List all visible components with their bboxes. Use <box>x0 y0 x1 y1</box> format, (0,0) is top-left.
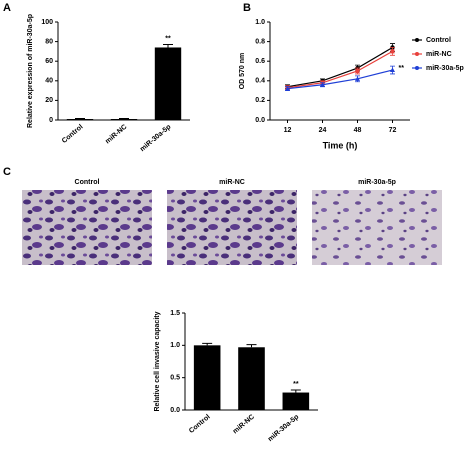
y-tick-label: 0.0 <box>170 407 180 414</box>
x-tick-label: Control <box>188 414 212 435</box>
y-tick-label: 0 <box>49 117 53 124</box>
x-tick-label: 72 <box>389 127 397 134</box>
y-tick-label: 1.5 <box>170 310 180 317</box>
micrograph <box>22 190 152 265</box>
micrograph <box>167 190 297 265</box>
x-axis-label: Time (h) <box>323 140 358 150</box>
error-bar <box>247 345 257 348</box>
legend-marker <box>415 66 419 70</box>
y-tick-label: 0.8 <box>255 38 265 45</box>
y-tick-label: 1.0 <box>255 19 265 26</box>
y-axis-label: OD 570 nm <box>239 53 246 90</box>
bar <box>111 119 137 120</box>
marker <box>356 69 360 73</box>
legend-label: miR-NC <box>426 51 452 58</box>
bar <box>67 119 93 120</box>
panel-label: C <box>3 166 11 178</box>
micrograph <box>312 190 442 265</box>
y-tick-label: 0.6 <box>255 58 265 65</box>
y-tick-label: 20 <box>45 97 53 104</box>
y-tick-label: 60 <box>45 58 53 65</box>
legend-marker <box>415 52 419 56</box>
y-axis-label: Relative expression of miR-30a-5p <box>27 14 34 128</box>
y-axis-label: Relative cell invasive capacity <box>154 311 161 411</box>
image-title: miR-30a-5p <box>358 179 396 186</box>
annotation: ** <box>165 35 171 42</box>
legend-label: Control <box>426 37 451 44</box>
y-tick-label: 80 <box>45 38 53 45</box>
error-bar <box>291 390 301 393</box>
y-tick-label: 40 <box>45 78 53 85</box>
y-tick-label: 0.0 <box>255 117 265 124</box>
x-tick-label: miR-NC <box>232 414 256 436</box>
x-tick-label: miR-30a-5p <box>139 124 172 154</box>
x-tick-label: miR-30a-5p <box>267 414 300 444</box>
marker <box>390 68 395 73</box>
y-tick-label: 0.5 <box>170 375 180 382</box>
error-bar <box>163 45 173 48</box>
x-tick-label: 12 <box>284 127 292 134</box>
bar <box>238 347 265 410</box>
legend-label: miR-30a-5p <box>426 65 464 72</box>
y-tick-label: 1.0 <box>170 342 180 349</box>
bar <box>194 345 221 410</box>
bar <box>155 47 181 120</box>
x-tick-label: Control <box>61 124 85 145</box>
y-tick-label: 100 <box>41 19 53 26</box>
y-tick-label: 0.4 <box>255 78 265 85</box>
image-title: miR-NC <box>219 179 245 186</box>
legend-marker <box>415 38 419 42</box>
bar <box>283 393 310 410</box>
panel-label: A <box>3 2 11 14</box>
annotation: ** <box>293 381 299 388</box>
x-tick-label: 24 <box>319 127 327 134</box>
panel-label: B <box>243 2 251 14</box>
annotation: ** <box>399 65 405 72</box>
x-tick-label: 48 <box>354 127 362 134</box>
series-line <box>288 47 393 86</box>
marker <box>391 49 395 53</box>
error-bar <box>202 343 212 345</box>
image-title: Control <box>75 179 100 186</box>
x-tick-label: miR-NC <box>104 124 128 146</box>
y-tick-label: 0.2 <box>255 97 265 104</box>
